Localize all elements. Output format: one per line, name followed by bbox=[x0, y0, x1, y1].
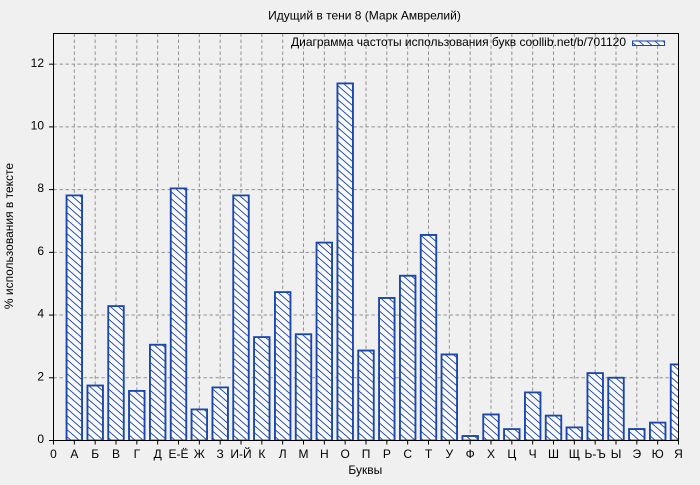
svg-text:Б: Б bbox=[91, 447, 99, 461]
svg-text:8: 8 bbox=[37, 181, 44, 195]
svg-text:Идущий в тени 8 (Марк Амврелий: Идущий в тени 8 (Марк Амврелий) bbox=[268, 8, 461, 22]
svg-text:12: 12 bbox=[31, 56, 45, 70]
svg-text:А: А bbox=[70, 447, 78, 461]
svg-text:Ы: Ы bbox=[611, 447, 622, 461]
svg-text:10: 10 bbox=[31, 119, 45, 133]
svg-text:2: 2 bbox=[37, 369, 44, 383]
svg-text:% использования в тексте: % использования в тексте bbox=[2, 163, 16, 309]
svg-text:Р: Р bbox=[383, 447, 391, 461]
svg-text:6: 6 bbox=[37, 244, 44, 258]
svg-text:Ю: Ю bbox=[652, 447, 664, 461]
svg-text:Х: Х bbox=[487, 447, 495, 461]
svg-text:В: В bbox=[112, 447, 120, 461]
svg-text:Н: Н bbox=[320, 447, 329, 461]
svg-text:Буквы: Буквы bbox=[348, 463, 382, 477]
svg-text:Ф: Ф bbox=[466, 447, 475, 461]
svg-text:Д: Д bbox=[154, 447, 162, 461]
svg-text:Ч: Ч bbox=[529, 447, 537, 461]
svg-text:0: 0 bbox=[50, 447, 57, 461]
svg-text:И-Й: И-Й bbox=[230, 446, 251, 461]
svg-text:З: З bbox=[217, 447, 224, 461]
svg-text:Щ: Щ bbox=[569, 447, 580, 461]
svg-text:Ж: Ж bbox=[194, 447, 205, 461]
svg-text:Е-Ё: Е-Ё bbox=[168, 447, 188, 461]
svg-text:Ш: Ш bbox=[548, 447, 559, 461]
svg-text:О: О bbox=[340, 447, 349, 461]
svg-text:Г: Г bbox=[134, 447, 141, 461]
svg-text:Диаграмма частоты использовани: Диаграмма частоты использования букв coo… bbox=[291, 35, 626, 49]
svg-text:0: 0 bbox=[37, 432, 44, 446]
svg-text:Э: Э bbox=[633, 447, 642, 461]
svg-text:4: 4 bbox=[37, 307, 44, 321]
svg-text:Ь-Ъ: Ь-Ъ bbox=[584, 447, 605, 461]
svg-text:К: К bbox=[258, 447, 265, 461]
svg-text:Я: Я bbox=[674, 447, 683, 461]
svg-text:У: У bbox=[446, 447, 454, 461]
svg-text:Т: Т bbox=[425, 447, 433, 461]
svg-text:Л: Л bbox=[279, 447, 287, 461]
svg-text:Ц: Ц bbox=[507, 447, 516, 461]
svg-text:С: С bbox=[403, 447, 412, 461]
svg-text:М: М bbox=[299, 447, 309, 461]
svg-text:П: П bbox=[362, 447, 371, 461]
